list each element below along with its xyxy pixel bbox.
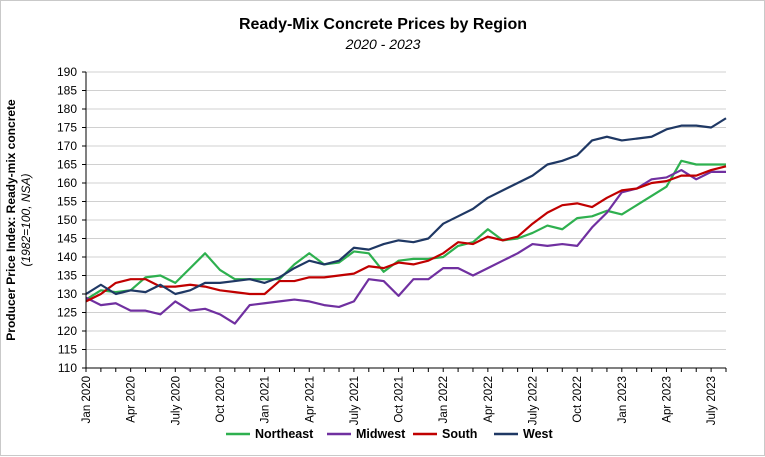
chart-subtitle: 2020 - 2023 [345, 36, 421, 52]
x-tick-label: Apr 2023 [661, 376, 673, 423]
y-tick-label: 175 [57, 121, 77, 135]
y-tick-label: 110 [58, 361, 77, 375]
y-tick-label: 140 [57, 250, 77, 264]
series-lines [85, 117, 727, 325]
y-tick-label: 145 [57, 232, 77, 246]
y-tick-label: 185 [57, 84, 77, 98]
x-tick-label: July 2022 [528, 376, 540, 425]
y-tick-label: 190 [57, 65, 77, 79]
y-tick-label: 155 [57, 195, 77, 209]
x-tick-label: Jan 2023 [617, 376, 629, 423]
legend-label-west: West [523, 427, 553, 441]
x-tick-label: Oct 2021 [394, 376, 406, 423]
series-line-west [85, 117, 727, 296]
y-tick-label: 180 [57, 102, 77, 116]
series-line-midwest [85, 168, 726, 325]
legend-label-midwest: Midwest [356, 427, 406, 441]
x-tick-label: Apr 2020 [126, 376, 138, 423]
y-axis-label-note: (1982=100, NSA) [19, 173, 33, 266]
x-tick-label: Oct 2020 [215, 376, 227, 423]
axes [85, 72, 726, 369]
legend-label-south: South [442, 427, 477, 441]
y-axis-label: Producer Price Index: Ready-mix concrete [4, 99, 18, 341]
x-tick-label: Jan 2021 [260, 376, 272, 423]
x-tick-label: Oct 2022 [572, 376, 584, 423]
y-tick-label: 165 [57, 158, 77, 172]
legend: Northeast Midwest South West [226, 427, 553, 441]
y-tick-label: 130 [57, 287, 77, 301]
chart-title: Ready-Mix Concrete Prices by Region [239, 16, 527, 33]
y-axis-ticks: 110 115 120 125 130 135 140 145 150 155 160 165 170 1… [57, 65, 86, 375]
legend-label-northeast: Northeast [255, 427, 314, 441]
x-tick-label: Apr 2021 [304, 376, 316, 423]
y-tick-label: 170 [57, 139, 77, 153]
series-line-northeast [85, 159, 726, 301]
series-line-south [85, 165, 727, 303]
x-axis-ticks: Jan 2020 Apr 2020 July 2020 Oct 2020 Jan 202… [81, 368, 727, 425]
y-tick-label: 160 [57, 176, 77, 190]
x-tick-label: Apr 2022 [483, 376, 495, 423]
x-tick-label: July 2023 [706, 376, 718, 425]
x-tick-label: July 2020 [170, 376, 182, 425]
x-tick-label: July 2021 [349, 376, 361, 425]
y-tick-label: 120 [57, 324, 77, 338]
y-tick-label: 150 [57, 213, 77, 227]
gridlines [86, 71, 726, 350]
x-tick-label: Jan 2022 [438, 376, 450, 423]
y-tick-label: 115 [58, 343, 77, 357]
y-tick-label: 125 [57, 306, 77, 320]
y-tick-label: 135 [57, 269, 77, 283]
x-tick-label: Jan 2020 [81, 376, 93, 423]
